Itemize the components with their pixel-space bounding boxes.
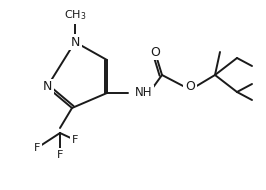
Text: F: F <box>57 150 63 160</box>
Text: F: F <box>34 143 40 153</box>
Text: O: O <box>150 45 160 59</box>
Text: O: O <box>185 81 195 93</box>
Text: N: N <box>70 36 80 48</box>
Text: F: F <box>72 135 78 145</box>
Text: NH: NH <box>135 86 152 100</box>
Text: N: N <box>42 81 52 93</box>
Text: CH$_3$: CH$_3$ <box>64 8 86 22</box>
